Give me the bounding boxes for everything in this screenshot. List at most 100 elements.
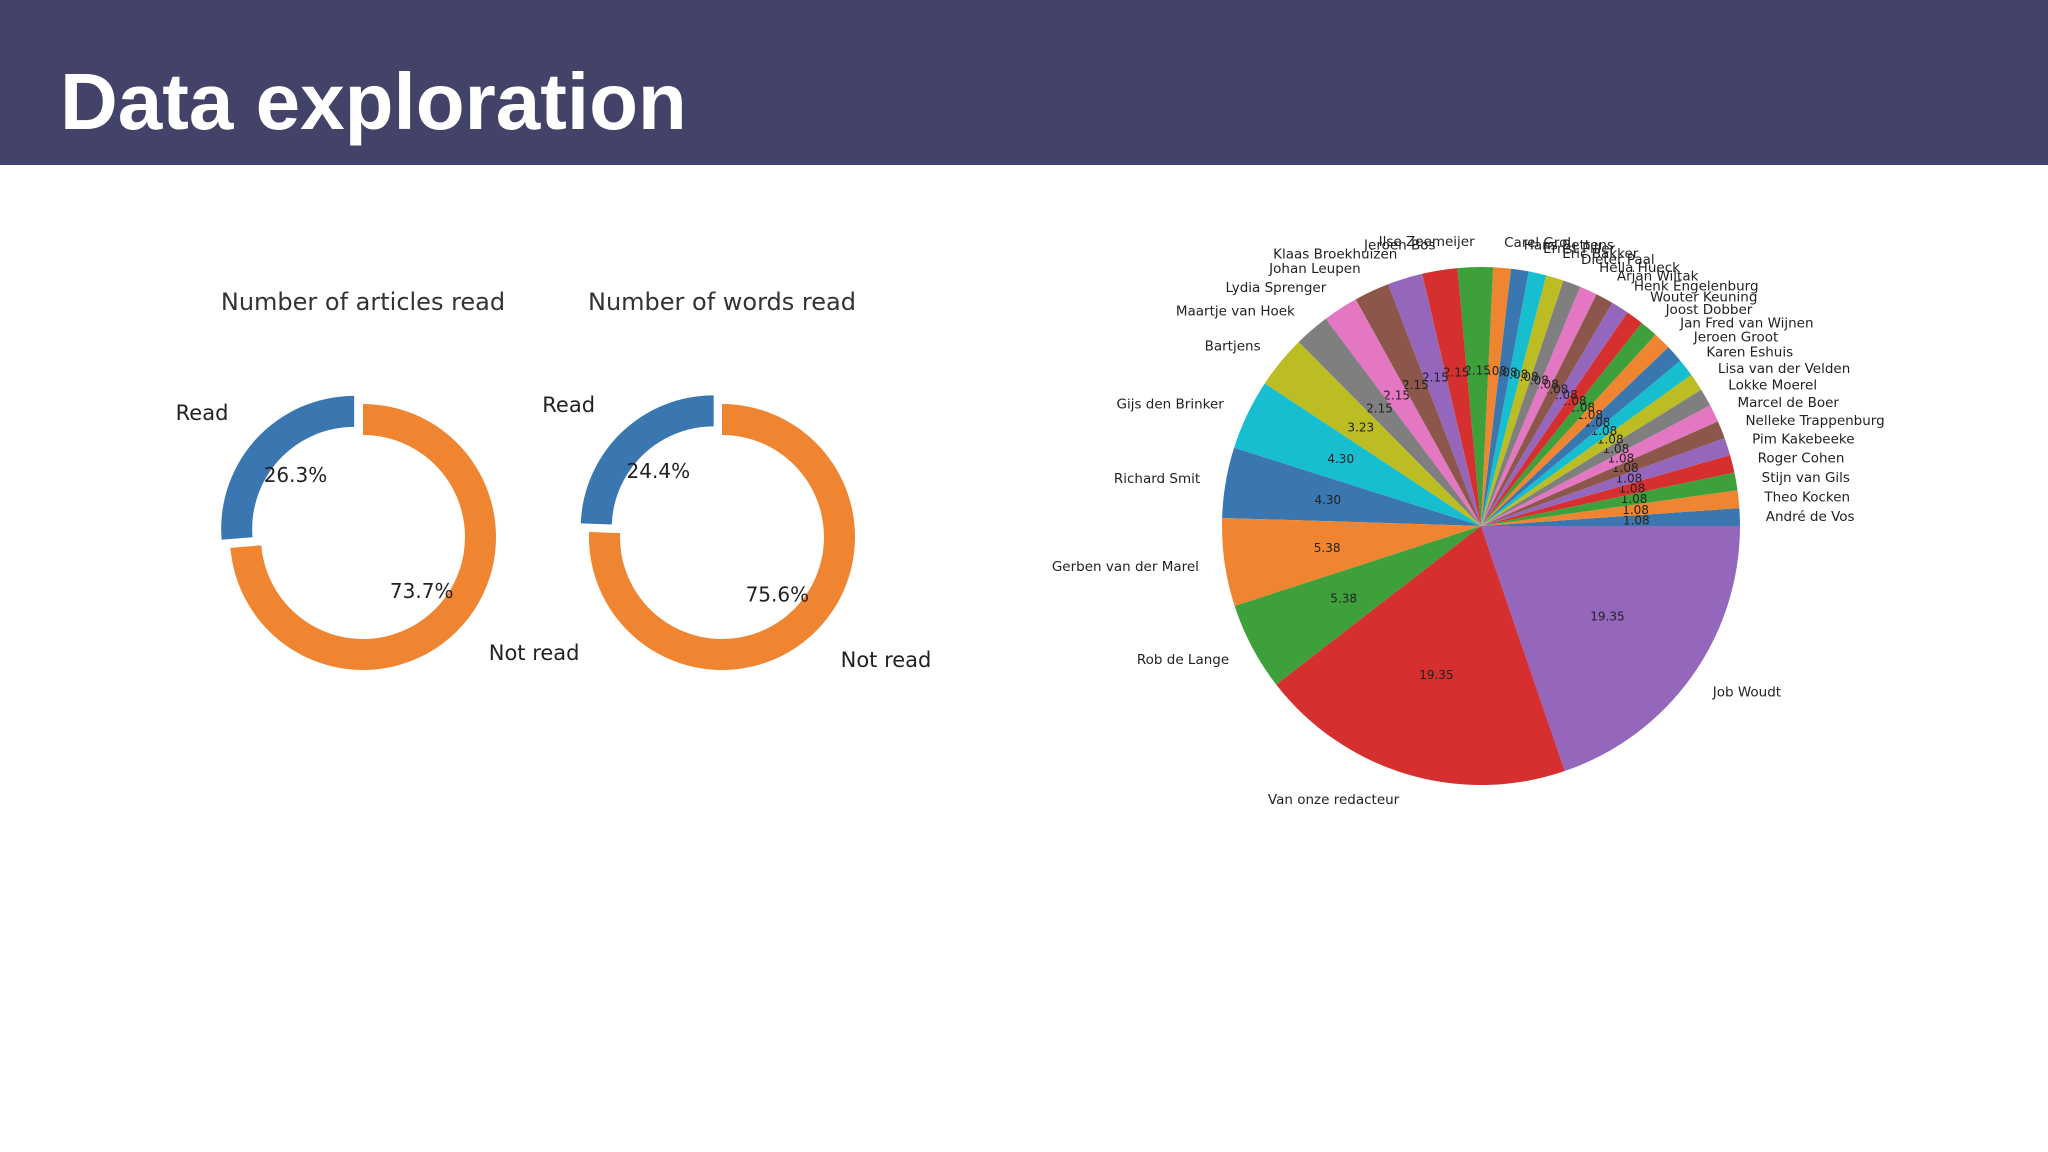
pie-slice-33 [1276,526,1565,785]
pie-slice-27 [1298,318,1481,526]
pie-slice-1 [1481,490,1740,526]
donut-slice-0 [580,395,714,525]
pie-slice-label: Roger Cohen [1758,451,1845,467]
pie-slice-13 [1481,312,1642,526]
pie-slice-label: Hans Bettens [1524,237,1614,253]
pie-slice-label: Johan Leupen [1268,261,1361,277]
pie-slice-24 [1388,273,1481,526]
pie-value-label: 2.15 [1383,389,1410,403]
pie-slice-17 [1481,280,1581,526]
pie-slice-label: Jeroen Bos [1363,238,1436,254]
pie-slice-30 [1222,447,1481,526]
header-bar: Data exploration [0,0,2048,165]
pie-slice-14 [1481,302,1628,526]
pie-slice-label: Nelleke Trappenburg [1745,413,1884,429]
pie-slice-label: Lisa van der Velden [1718,361,1850,377]
pie-slice-19 [1481,271,1547,526]
pie-slice-32 [1234,526,1481,685]
donut-slice-label: Read [176,401,229,425]
donut-pct-label: 73.7% [390,579,454,603]
pie-slice-3 [1481,455,1735,526]
pie-slice-label: Gijs den Brinker [1117,396,1225,412]
pie-value-label: 3.23 [1347,421,1374,435]
pie-slice-label: Dieter Paal [1581,252,1655,268]
pie-value-label: 5.38 [1330,592,1357,606]
pie-slice-29 [1234,383,1481,526]
pie-slice-label: Klaas Broekhuizen [1273,247,1397,263]
page-title: Data exploration [60,57,687,146]
pie-value-label: 19.35 [1590,609,1624,623]
pie-slice-label: Lydia Sprenger [1225,280,1326,296]
pie-slice-label: Pim Kakebeeke [1752,432,1854,448]
pie-value-label: 2.15 [1402,378,1429,392]
pie-slice-21 [1481,267,1511,526]
pie-slice-5 [1481,421,1725,526]
pie-slice-label: Lokke Moerel [1728,378,1817,394]
donut-pct-label: 26.3% [264,463,328,487]
pie-value-label: 2.15 [1464,364,1491,378]
pie-slice-18 [1481,275,1564,526]
pie-slice-label: Job Woudt [1712,685,1781,701]
donut-slice-label: Read [542,393,595,417]
pie-value-label: 1.08 [1622,503,1649,517]
pie-value-label: 1.08 [1621,492,1648,506]
pie-slice-label: Theo Kocken [1763,489,1850,505]
pie-slice-label: Van onze redacteur [1268,792,1400,808]
pie-slice-8 [1481,374,1702,526]
pie-slice-11 [1481,334,1669,526]
pie-value-label: 2.15 [1422,370,1449,384]
pie-slice-label: Henk Engelenburg [1634,279,1759,295]
donut-slice-label: Not read [841,648,932,672]
donut-title: Number of words read [588,288,856,316]
pie-slice-12 [1481,323,1656,526]
pie-slice-label: Marcel de Boer [1737,395,1839,411]
pie-slice-label: Joost Dobber [1665,302,1753,318]
pie-slice-label: Wouter Keuning [1650,290,1757,306]
pie-value-label: 4.30 [1327,452,1354,466]
pie-value-label: 19.35 [1419,668,1453,682]
pie-slice-0 [1481,508,1740,526]
pie-value-label: 4.30 [1314,493,1341,507]
pie-slice-label: Maartje van Hoek [1176,303,1295,319]
donut-title: Number of articles read [221,288,505,316]
pie-slice-label: Hella Hueck [1599,260,1680,276]
pie-slice-16 [1481,286,1597,526]
pie-slice-4 [1481,438,1731,526]
donut-pct-label: 75.6% [746,582,810,606]
pie-slice-label: Karen Eshuis [1706,345,1793,361]
pie-value-label: 1.08 [1623,514,1650,528]
pie-slice-label: Jan Fred van Wijnen [1679,315,1813,331]
pie-value-label: 2.15 [1366,401,1393,415]
pie-slice-34 [1481,526,1740,772]
pie-value-label: 5.38 [1314,541,1341,555]
pie-slice-20 [1481,268,1529,526]
pie-slice-2 [1481,472,1738,526]
pie-slice-label: Ernst Piller [1543,241,1615,257]
pie-slice-23 [1422,268,1481,526]
pie-slice-label: Arjan Wiltak [1617,269,1699,285]
pie-slice-31 [1222,517,1481,606]
pie-slice-10 [1481,347,1681,526]
pie-value-label: 1.08 [1618,482,1645,496]
pie-slice-26 [1325,299,1481,526]
pie-slice-label: Rob de Lange [1137,652,1229,668]
pie-slice-label: Gerben van der Marel [1052,559,1199,575]
pie-slice-9 [1481,360,1692,526]
pie-slice-25 [1355,284,1481,526]
pie-slice-28 [1264,342,1481,526]
pie-slice-label: Ilse Zeemeijer [1379,234,1475,250]
pie-slice-6 [1481,405,1718,526]
donut-slice-label: Not read [489,641,580,665]
pie-slice-label: Eric Bakker [1562,246,1639,262]
pie-slice-label: André de Vos [1766,509,1855,525]
pie-slice-label: Richard Smit [1114,471,1200,487]
pie-slice-7 [1481,389,1711,526]
donut-pct-label: 24.4% [627,459,691,483]
pie-slice-label: Carel Grol [1504,235,1571,251]
pie-slice-15 [1481,294,1613,526]
pie-slice-22 [1457,267,1494,526]
pie-slice-label: Stijn van Gils [1762,470,1850,486]
